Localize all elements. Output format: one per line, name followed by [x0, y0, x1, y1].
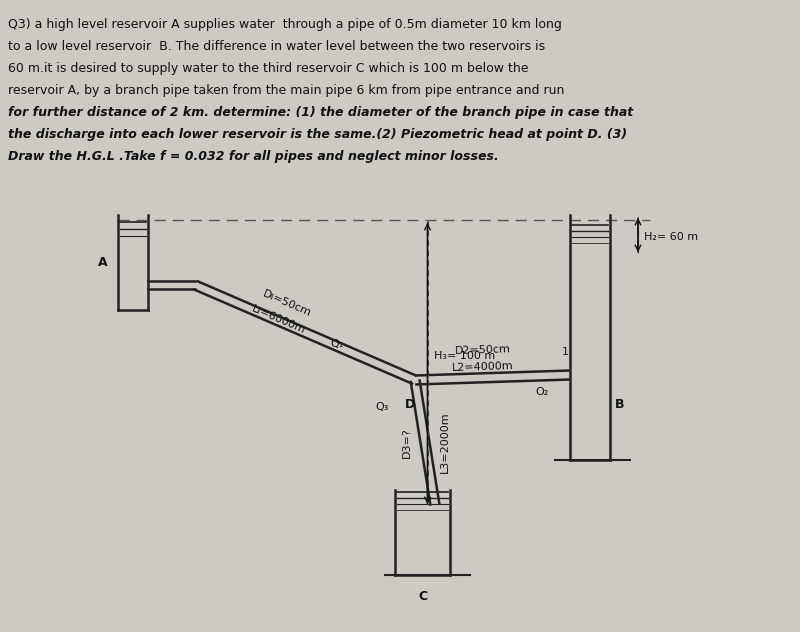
Text: B: B — [615, 399, 625, 411]
Text: D: D — [405, 398, 415, 411]
Text: Dı=50cm: Dı=50cm — [261, 289, 313, 319]
Text: L3=2000m: L3=2000m — [440, 411, 450, 473]
Text: Q3) a high level reservoir A supplies water  through a pipe of 0.5m diameter 10 : Q3) a high level reservoir A supplies wa… — [8, 18, 562, 31]
Text: Lı=6000m: Lı=6000m — [250, 304, 307, 336]
Text: Draw the H.G.L .Take f = 0.032 for all pipes and neglect minor losses.: Draw the H.G.L .Take f = 0.032 for all p… — [8, 150, 498, 163]
Text: D2=50cm: D2=50cm — [454, 344, 510, 356]
Text: Q₃: Q₃ — [375, 402, 388, 412]
Text: O₂: O₂ — [535, 387, 548, 397]
Text: 60 m.it is desired to supply water to the third reservoir C which is 100 m below: 60 m.it is desired to supply water to th… — [8, 62, 529, 75]
Text: L2=4000m: L2=4000m — [451, 362, 514, 374]
Text: A: A — [98, 256, 108, 269]
Text: H₂= 60 m: H₂= 60 m — [644, 233, 698, 243]
Text: to a low level reservoir  B. The difference in water level between the two reser: to a low level reservoir B. The differen… — [8, 40, 545, 53]
Text: Q₁: Q₁ — [330, 339, 343, 349]
Text: D3=?: D3=? — [402, 427, 412, 458]
Text: 1: 1 — [562, 347, 569, 357]
Text: H₃= 100 m: H₃= 100 m — [434, 351, 494, 361]
Text: the discharge into each lower reservoir is the same.(2) Piezometric head at poin: the discharge into each lower reservoir … — [8, 128, 627, 141]
Text: for further distance of 2 km. determine: (1) the diameter of the branch pipe in : for further distance of 2 km. determine:… — [8, 106, 634, 119]
Text: reservoir A, by a branch pipe taken from the main pipe 6 km from pipe entrance a: reservoir A, by a branch pipe taken from… — [8, 84, 564, 97]
Text: C: C — [418, 590, 427, 603]
